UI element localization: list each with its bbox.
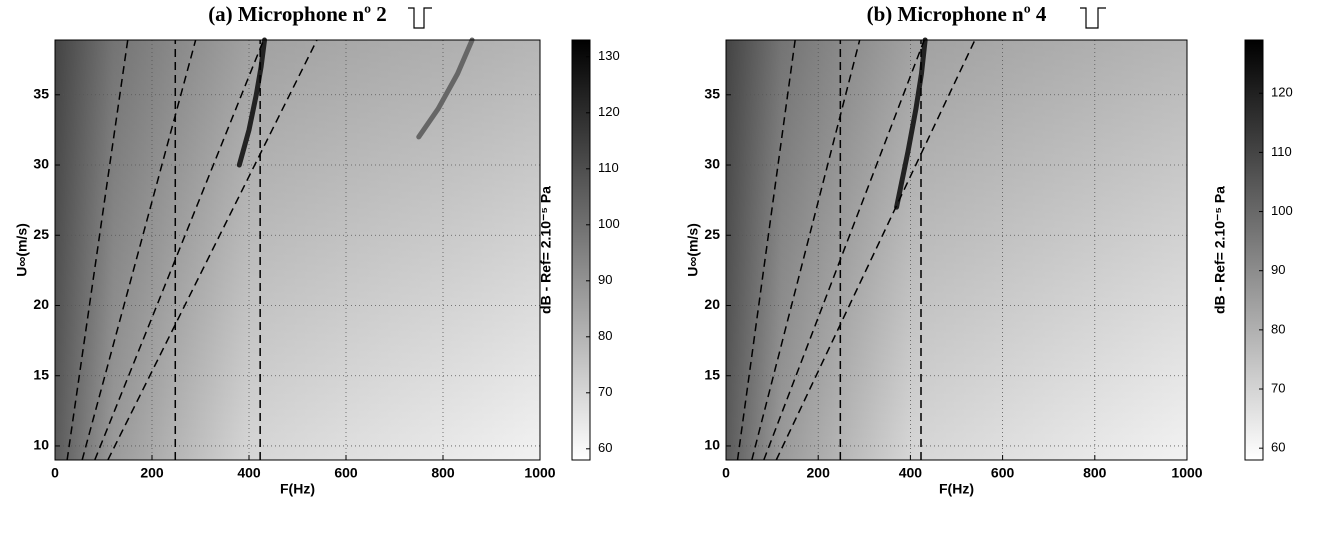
colorbar <box>1244 39 1264 461</box>
y-tick-label: 20 <box>704 296 720 312</box>
colorbar-tick-label: 60 <box>1271 440 1285 455</box>
x-tick-label: 400 <box>899 465 923 481</box>
y-tick-label: 35 <box>33 85 49 101</box>
x-tick-label: 600 <box>991 465 1015 481</box>
dashed-line <box>107 39 318 461</box>
y-tick-label: 15 <box>704 366 720 382</box>
y-tick-label: 20 <box>33 296 49 312</box>
colorbar-tick-label: 80 <box>1271 321 1285 336</box>
x-tick-label: 400 <box>237 465 261 481</box>
colorbar-tick-label: 80 <box>598 328 612 343</box>
colorbar-tick-label: 60 <box>598 440 612 455</box>
dashed-line <box>66 39 129 461</box>
y-tick-label: 30 <box>33 156 49 172</box>
colorbar-tick-label: 100 <box>598 216 620 231</box>
ridge <box>894 37 928 210</box>
y-tick-label: 10 <box>33 437 49 453</box>
x-tick-label: 600 <box>334 465 358 481</box>
title-icon-b <box>1080 7 1106 29</box>
plot-shade <box>726 40 1187 460</box>
colorbar-tick-label: 120 <box>1271 85 1293 100</box>
y-tick-label: 10 <box>704 437 720 453</box>
dashed-line <box>751 39 861 461</box>
x-tick-label: 800 <box>1083 465 1107 481</box>
y-tick-label: 25 <box>33 226 49 242</box>
colorbar-tick-label: 130 <box>598 48 620 63</box>
ridge <box>236 37 268 168</box>
colorbar-tick-label: 110 <box>1271 144 1292 159</box>
x-tick-label: 1000 <box>524 465 555 481</box>
ridge <box>416 37 475 140</box>
y-axis-label: U∞(m/s) <box>685 223 701 277</box>
y-tick-label: 15 <box>33 366 49 382</box>
y-tick-label: 35 <box>704 85 720 101</box>
x-axis-label: F(Hz) <box>939 481 974 497</box>
y-axis-label: U∞(m/s) <box>14 223 30 277</box>
plot-frame <box>725 39 1188 461</box>
x-tick-label: 1000 <box>1171 465 1202 481</box>
x-tick-label: 0 <box>722 465 730 481</box>
colorbar-tick-label: 90 <box>1271 262 1285 277</box>
colorbar-label: dB - Ref= 2.10⁻⁵ Pa <box>1212 186 1228 314</box>
colorbar-tick-label: 70 <box>598 384 612 399</box>
plot-shade <box>55 40 540 460</box>
colorbar <box>571 39 591 461</box>
dashed-line <box>736 39 796 461</box>
x-axis-label: F(Hz) <box>280 481 315 497</box>
chart-title: (a) Microphone nº 2 <box>208 2 387 26</box>
y-tick-label: 25 <box>704 226 720 242</box>
plot-frame <box>54 39 541 461</box>
dashed-line <box>763 39 925 461</box>
colorbar-tick-label: 100 <box>1271 203 1293 218</box>
x-tick-label: 200 <box>807 465 831 481</box>
colorbar-tick-label: 70 <box>1271 380 1285 395</box>
dashed-line <box>81 39 197 461</box>
x-tick-label: 0 <box>51 465 59 481</box>
colorbar-tick-label: 120 <box>598 104 620 119</box>
title-icon-a <box>408 7 432 29</box>
y-tick-label: 30 <box>704 156 720 172</box>
x-tick-label: 800 <box>431 465 455 481</box>
dashed-line <box>94 39 265 461</box>
colorbar-label: dB - Ref= 2.10⁻⁵ Pa <box>538 186 554 314</box>
colorbar-tick-label: 90 <box>598 272 612 287</box>
colorbar-tick-label: 110 <box>598 160 619 175</box>
chart-title: (b) Microphone nº 4 <box>867 2 1047 26</box>
x-tick-label: 200 <box>140 465 164 481</box>
